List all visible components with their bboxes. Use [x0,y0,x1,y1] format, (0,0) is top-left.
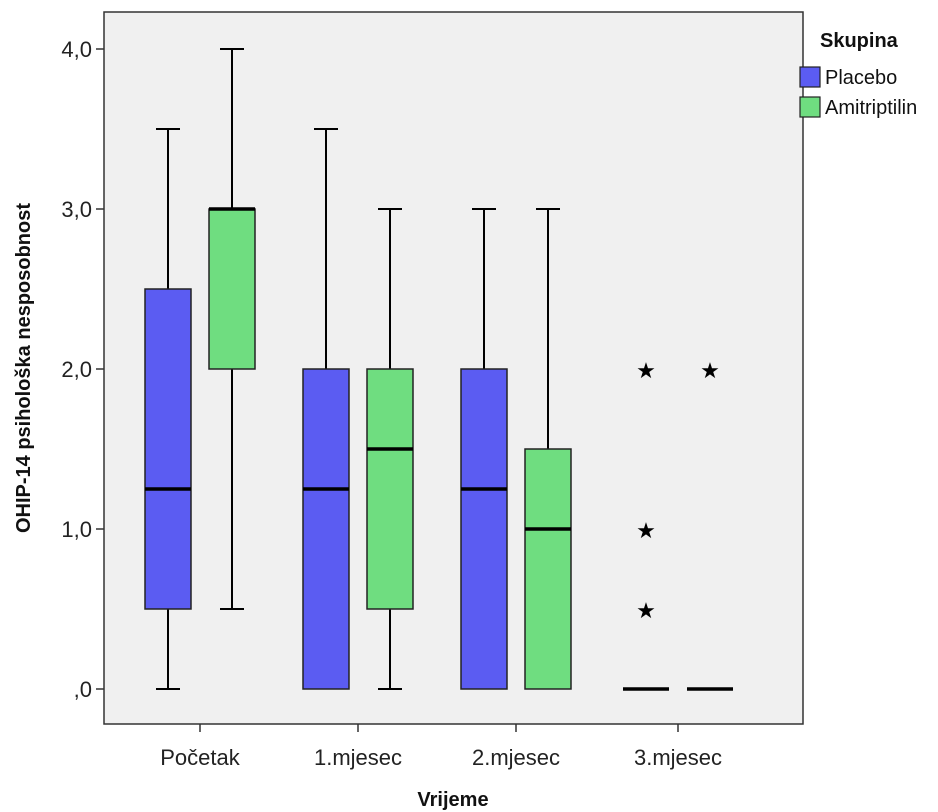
box-amitriptilin-2 [524,208,572,690]
outlier-marker: ★ [700,359,720,384]
box-body [302,368,350,690]
x-tick-label: Početak [160,745,240,770]
legend-label-amitriptilin: Amitriptilin [825,97,917,119]
box-amitriptilin-1 [366,208,414,690]
box-placebo-0 [144,128,192,690]
x-axis: Početak 1.mjesec 2.mjesec 3.mjesec [160,724,722,770]
outlier-marker: ★ [636,519,656,544]
x-axis-title: Vrijeme [417,789,488,811]
legend-label-placebo: Placebo [825,67,897,89]
box-body [366,368,414,610]
legend-title: Skupina [820,30,899,52]
box-body [460,368,508,690]
box-amitriptilin-0 [208,48,256,610]
x-tick-label: 3.mjesec [634,745,722,770]
box-placebo-3: ★ ★ ★ [623,359,669,691]
box-body [144,288,192,610]
box-body [524,448,572,690]
box-placebo-1 [302,128,350,690]
y-axis: ,0 1,0 2,0 3,0 4,0 [61,37,104,702]
legend-swatch-placebo [799,66,821,88]
x-tick-label: 2.mjesec [472,745,560,770]
box-placebo-2 [460,208,508,690]
box-body [208,208,256,370]
box-series: ★ ★ ★ ★ [144,48,733,691]
x-tick-label: 1.mjesec [314,745,402,770]
y-tick-label: ,0 [74,677,92,702]
y-tick-label: 1,0 [61,517,92,542]
y-tick-label: 3,0 [61,197,92,222]
y-axis-title: OHIP-14 psihološka nesposobnost [13,203,35,533]
outlier-marker: ★ [636,359,656,384]
outlier-marker: ★ [636,599,656,624]
legend-swatch-amitriptilin [799,96,821,118]
box-amitriptilin-3: ★ [687,359,733,691]
legend: Skupina Placebo Amitriptilin [799,30,917,119]
y-tick-label: 4,0 [61,37,92,62]
y-tick-label: 2,0 [61,357,92,382]
